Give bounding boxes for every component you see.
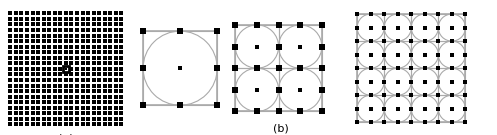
Bar [143, 31, 217, 105]
Text: (a): (a) [58, 133, 74, 135]
Bar [384, 41, 412, 68]
Bar [357, 95, 384, 122]
Bar [412, 41, 438, 68]
Bar [438, 41, 465, 68]
Bar [279, 25, 322, 68]
Bar [235, 25, 322, 111]
Bar [384, 95, 412, 122]
Bar [412, 68, 438, 95]
Bar [235, 68, 279, 111]
Bar [438, 14, 465, 41]
Bar [412, 14, 438, 41]
Bar [384, 14, 412, 41]
Bar [384, 68, 412, 95]
Bar [357, 41, 384, 68]
Bar [412, 95, 438, 122]
Bar [63, 66, 69, 72]
Bar [357, 68, 384, 95]
Bar [438, 95, 465, 122]
Bar [235, 25, 279, 68]
Bar [279, 68, 322, 111]
Bar [357, 14, 384, 41]
Bar [438, 68, 465, 95]
Bar [143, 31, 217, 105]
Text: (b): (b) [273, 124, 289, 134]
